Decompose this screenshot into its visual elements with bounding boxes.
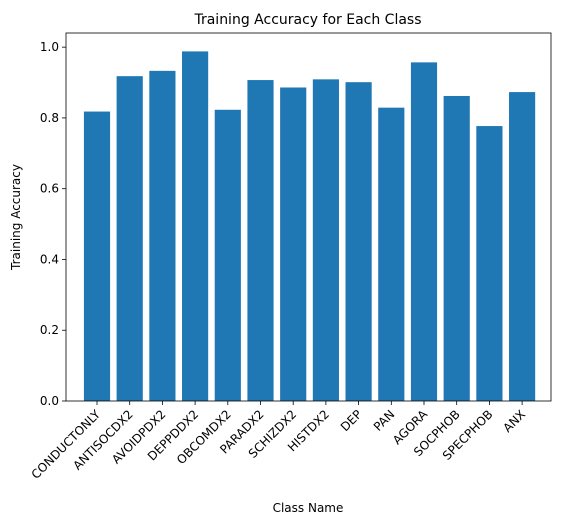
x-tick-label: PAN (371, 407, 398, 434)
y-tick-label: 0.2 (40, 323, 59, 337)
bar-avoidpdx2 (149, 70, 176, 402)
bar-dep (345, 82, 372, 402)
chart-title: Training Accuracy for Each Class (193, 12, 421, 28)
y-tick-label: 0.6 (40, 182, 59, 196)
y-tick-label: 0.0 (40, 394, 59, 408)
bar-deppddx2 (182, 51, 209, 402)
y-tick-label: 1.0 (40, 40, 59, 54)
bar-socphob (443, 95, 470, 401)
bar-antisocdx2 (116, 76, 143, 402)
bar-histdx2 (312, 79, 339, 401)
bar-specphob (476, 126, 503, 401)
x-tick-label: ANX (500, 407, 528, 435)
bars-group (83, 51, 536, 402)
y-tick-label: 0.4 (40, 252, 59, 266)
bar-conductonly (83, 111, 111, 402)
x-axis-label: Class Name (273, 501, 344, 515)
x-tick-label: DEP (338, 407, 365, 434)
bar-paradx2 (247, 80, 274, 401)
bar-agora (410, 62, 438, 402)
bar-anx (509, 92, 536, 401)
bar-schizdx2 (280, 87, 307, 402)
plot-frame (65, 32, 552, 402)
y-tick-label: 0.8 (40, 111, 59, 125)
y-axis: 0.0 0.2 0.4 0.6 0.8 1.0 (40, 40, 66, 408)
bar-pan (378, 107, 405, 401)
x-axis: CONDUCTONLYANTISOCDX2AVOIDPDX2DEPPDDX2OB… (29, 401, 528, 482)
bar-obcomdx2 (214, 109, 241, 401)
y-axis-label: Training Accuracy (9, 164, 23, 271)
